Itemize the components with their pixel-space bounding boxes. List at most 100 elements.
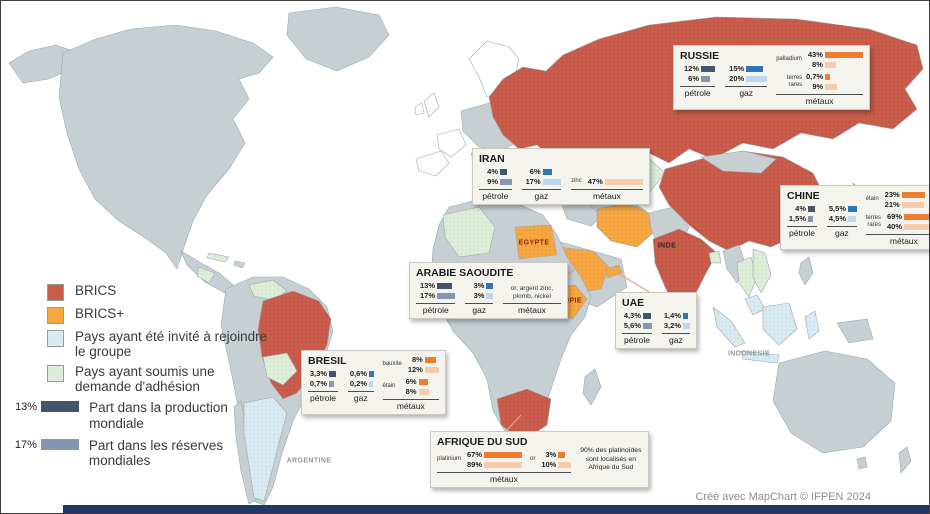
stat-row: 5,6% [622,321,652,330]
stat-group: terres rares 0,7% 9% [776,72,863,91]
stat-value: 8% [405,387,417,396]
stat-value: 13% [419,281,435,290]
resource-column-pétrole: 4% 9% pétrole [479,167,512,201]
country-indonesia-sulawesi [804,310,820,340]
stat-group: bauxite 8% 12% [383,355,440,374]
stat-bar [808,215,814,222]
stat-group: étain 6% 8% [383,377,440,396]
resource-column-gaz: 1,4% 3,2% gaz [662,311,690,345]
stat-bar [746,65,763,72]
stat-bar [746,75,768,82]
stat-group: terres rares 69% 40% [865,212,929,231]
stat-group: platinium 67% 89% [437,450,523,469]
legend-bar-swatch [41,401,80,413]
stat-value: 1,5% [788,214,806,223]
stat-bar [904,223,929,230]
stat-value: 0,7% [309,379,327,388]
stat-bar [701,65,716,72]
stat-group: 4% 1,5% [787,204,817,223]
resource-label: métaux [437,472,571,484]
country-indonesia-borneo [762,302,798,346]
country-indonesia-sumatra [712,306,746,348]
stat-bar [824,51,863,58]
callout-title: ARABIE SAOUDITE [416,267,514,279]
metal-name: terres rares [865,215,882,228]
resource-label: gaz [827,226,857,238]
stat-row: 15% [725,64,767,73]
stat-group: palladium 43% 8% [776,50,863,69]
leader-line-south-africa [505,414,522,432]
resource-label: gaz [725,86,768,98]
resource-column-gaz: 5,5% 4,5% gaz [827,204,857,238]
stat-row: 6% [522,167,561,176]
stat-group: 4% 9% [479,167,512,186]
resource-column-métaux: étain 23% 21% terres rares 69% 40% métaux [865,190,929,246]
stat-row: 0,7% [804,72,837,81]
country-vietnam [752,248,772,294]
resource-label: métaux [382,399,440,411]
legend-item-invited: Pays ayant été invité à rejoindre le gro… [47,329,272,359]
stat-row: 17% [416,291,456,300]
stat-value: 15% [729,64,745,73]
legend-item-applied: Pays ayant soumis une demande d'adhésion [47,364,272,394]
legend-bar-swatch [40,438,79,450]
stat-row: 4,5% [827,214,857,223]
country-uae [604,264,623,279]
legend-bar-value: 13% [15,401,38,414]
stat-bar [484,461,523,468]
country-australia [772,350,896,454]
stat-row: 9% [804,82,837,91]
stat-value: 8% [412,355,423,364]
stat-bar [825,83,837,90]
stat-bar [542,178,562,185]
country-malaysia [744,294,766,316]
callout-title: UAE [622,297,645,309]
stat-value: 3% [473,291,485,300]
stat-row: 69% [883,212,929,221]
stat-row: 8% [404,355,439,364]
legend-item-brics: BRICS [47,283,272,301]
resource-label: gaz [521,189,562,201]
country-iberia [415,150,450,177]
stat-row: 23% [881,190,926,199]
stat-bar [643,312,651,319]
callout-afrique: AFRIQUE DU SUD platinium 67% 89% or 3% 10% méta… [430,431,649,488]
stat-row: 10% [537,460,571,469]
stat-row: 3,2% [662,321,690,330]
resource-label: pétrole [479,189,512,201]
stat-group: 13% 17% [416,281,456,300]
resource-label: pétrole [416,303,456,315]
callout-russie: RUSSIE 12% 6% pétrole 15% 20% gaz palladium 43% 8… [673,45,870,110]
stat-row: 4% [479,167,512,176]
resource-label: pétrole [680,86,716,98]
stat-row: 1,5% [787,214,815,223]
resource-column-métaux: or, argent zinc, plomb, nickel métaux [502,285,561,315]
stat-bar [369,370,374,377]
stat-bar [643,322,652,329]
resource-column-gaz: 0,6% 0,2% gaz [348,369,374,403]
resource-column-métaux: zinc 47% métaux [571,177,643,201]
stat-value: 5,5% [828,204,846,213]
country-mongolia [700,150,777,174]
stat-group: 12% 6% [680,64,716,83]
stat-group: 4,3% 5,6% [622,311,652,330]
stat-bar [683,312,689,319]
callout-title: BRESIL [308,355,347,367]
country-indonesia-java [740,350,780,364]
stat-bar [904,213,929,220]
resource-column-gaz: 15% 20% gaz [725,64,768,98]
stat-bar [484,451,523,458]
stat-value: 3% [545,450,557,459]
stat-bar [424,366,440,373]
stat-value: 3,2% [663,321,681,330]
stat-value: 1,4% [663,311,681,320]
stat-bar [558,461,571,468]
stat-bar [486,292,493,299]
country-uk [423,92,440,118]
country-philippines [798,256,814,286]
metal-name: palladium [776,56,802,63]
stat-bar [824,61,836,68]
resource-label: pétrole [787,226,817,238]
legend: BRICS BRICS+ Pays ayant été invité à rejoi… [15,283,272,475]
callout-title: CHINE [787,190,820,202]
